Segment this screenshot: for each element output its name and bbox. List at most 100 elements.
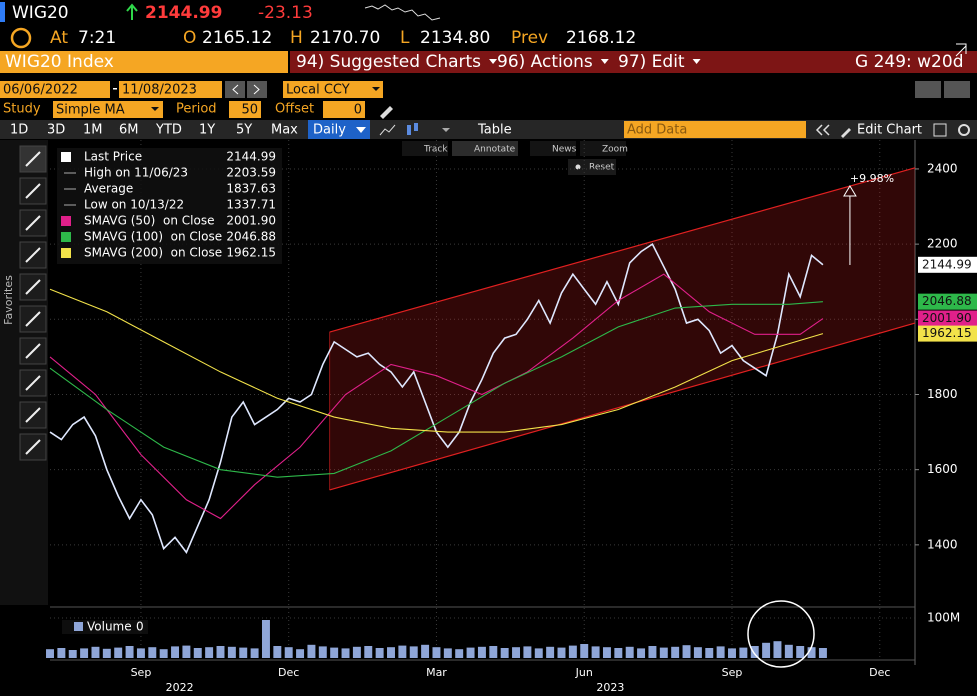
x-tick-label: Dec	[278, 666, 299, 679]
function-code: G 249: w20d	[855, 52, 963, 72]
menu-item[interactable]: 96) Actions	[497, 52, 593, 72]
volume-bar	[443, 648, 452, 658]
dropdown	[356, 127, 366, 133]
tool-label: Annotate	[474, 145, 516, 155]
period-field[interactable]	[229, 101, 261, 118]
volume-value: 0	[136, 620, 144, 634]
period-button[interactable]: Max	[271, 123, 298, 138]
low-label: L	[400, 28, 410, 48]
volume-bar	[182, 645, 191, 658]
bar-icon[interactable]	[407, 125, 411, 135]
period-button[interactable]: 1Y	[199, 123, 215, 138]
legend-swatch	[61, 152, 71, 162]
line-icon[interactable]	[379, 124, 396, 136]
pencil-icon[interactable]	[380, 106, 393, 119]
table-button[interactable]: Table	[477, 123, 512, 138]
legend-swatch	[61, 248, 71, 258]
volume-bar	[591, 646, 600, 658]
volume-bar	[136, 648, 145, 658]
volume-bar	[546, 646, 555, 658]
volume-bar	[114, 647, 123, 658]
volume-bar	[250, 648, 259, 658]
sma-line	[49, 288, 824, 433]
add-data-field[interactable]	[624, 121, 806, 138]
reset: Reset	[589, 163, 615, 173]
legend-value: 2046.88	[226, 230, 276, 244]
time: 7:21	[78, 28, 116, 48]
sparkline	[364, 4, 441, 21]
y-tick-label: 1600	[927, 462, 958, 476]
redo-button[interactable]	[944, 81, 970, 98]
bar-icon[interactable]	[414, 123, 418, 131]
start-date-field[interactable]	[0, 81, 110, 98]
volume-bar	[637, 648, 646, 658]
volume-bar	[159, 649, 168, 658]
volume-bar	[148, 647, 157, 658]
up-arrow	[126, 3, 138, 20]
high-label: H	[290, 28, 303, 48]
last-value-box	[918, 293, 977, 310]
legend	[57, 148, 282, 264]
edit-chart[interactable]: Edit Chart	[857, 123, 922, 138]
period-button[interactable]: 6M	[119, 123, 139, 138]
volume-bar	[227, 646, 236, 658]
end-date-field[interactable]	[119, 81, 222, 98]
y-tick-label: 2200	[927, 237, 958, 251]
last-value-box	[918, 310, 977, 327]
dropdown	[372, 87, 380, 91]
currency-field[interactable]	[283, 81, 383, 98]
tool-button[interactable]	[580, 141, 626, 156]
period-button[interactable]: 1D	[10, 123, 28, 138]
volume-bar	[307, 644, 316, 658]
prev-button[interactable]	[225, 81, 245, 98]
frequency-button[interactable]	[308, 120, 370, 139]
resize-icon[interactable]	[933, 123, 947, 137]
next-button[interactable]	[247, 81, 267, 98]
dropdown	[151, 107, 159, 111]
menu-item[interactable]: 94) Suggested Charts	[296, 52, 481, 72]
settings-icon[interactable]	[958, 124, 970, 136]
tool-label: Track	[423, 145, 448, 155]
menu-bar	[290, 51, 977, 73]
study-field[interactable]	[53, 101, 163, 118]
volume-legend-box	[62, 620, 148, 634]
tool-button[interactable]	[530, 141, 576, 156]
volume-bar	[364, 646, 373, 658]
channel-fill	[329, 167, 916, 490]
tool-button[interactable]	[452, 141, 518, 156]
volume-bar	[773, 641, 782, 658]
tool-icon[interactable]	[19, 369, 47, 397]
legend-label: Last Price	[84, 150, 142, 164]
year-label: 2023	[596, 681, 624, 694]
pencil-icon	[841, 128, 851, 138]
tool-icon[interactable]	[19, 177, 47, 205]
menu-item[interactable]: 97) Edit	[618, 52, 685, 72]
volume-bar	[398, 645, 407, 658]
undo-button[interactable]	[915, 81, 941, 98]
security-field[interactable]	[0, 51, 288, 73]
y-tick-label: 1400	[927, 537, 958, 551]
gauge-icon	[10, 27, 32, 49]
reset-button[interactable]	[568, 159, 616, 175]
period-button[interactable]: 5Y	[236, 123, 252, 138]
volume-bar	[216, 646, 225, 658]
period-button[interactable]: YTD	[155, 123, 182, 138]
legend-label: High on 11/06/23	[84, 166, 188, 180]
offset-field[interactable]	[323, 101, 365, 118]
volume-bar	[580, 644, 589, 658]
last-value-box	[918, 256, 977, 273]
last-value-label: 1962.15	[922, 326, 972, 340]
popout-icon[interactable]	[955, 43, 967, 57]
period-button[interactable]: 1M	[83, 123, 103, 138]
x-tick-label: Dec	[869, 666, 890, 679]
y-tick-label: 2400	[927, 161, 958, 175]
period-button[interactable]: 3D	[47, 123, 65, 138]
collapse-icon[interactable]	[815, 124, 830, 136]
low: 2134.80	[420, 28, 490, 48]
highlight-circle	[747, 600, 815, 668]
favorites[interactable]: Favorites	[2, 275, 15, 325]
tool-glyph	[25, 215, 41, 231]
study-label: Study	[3, 102, 41, 117]
volume-bar	[91, 646, 100, 658]
